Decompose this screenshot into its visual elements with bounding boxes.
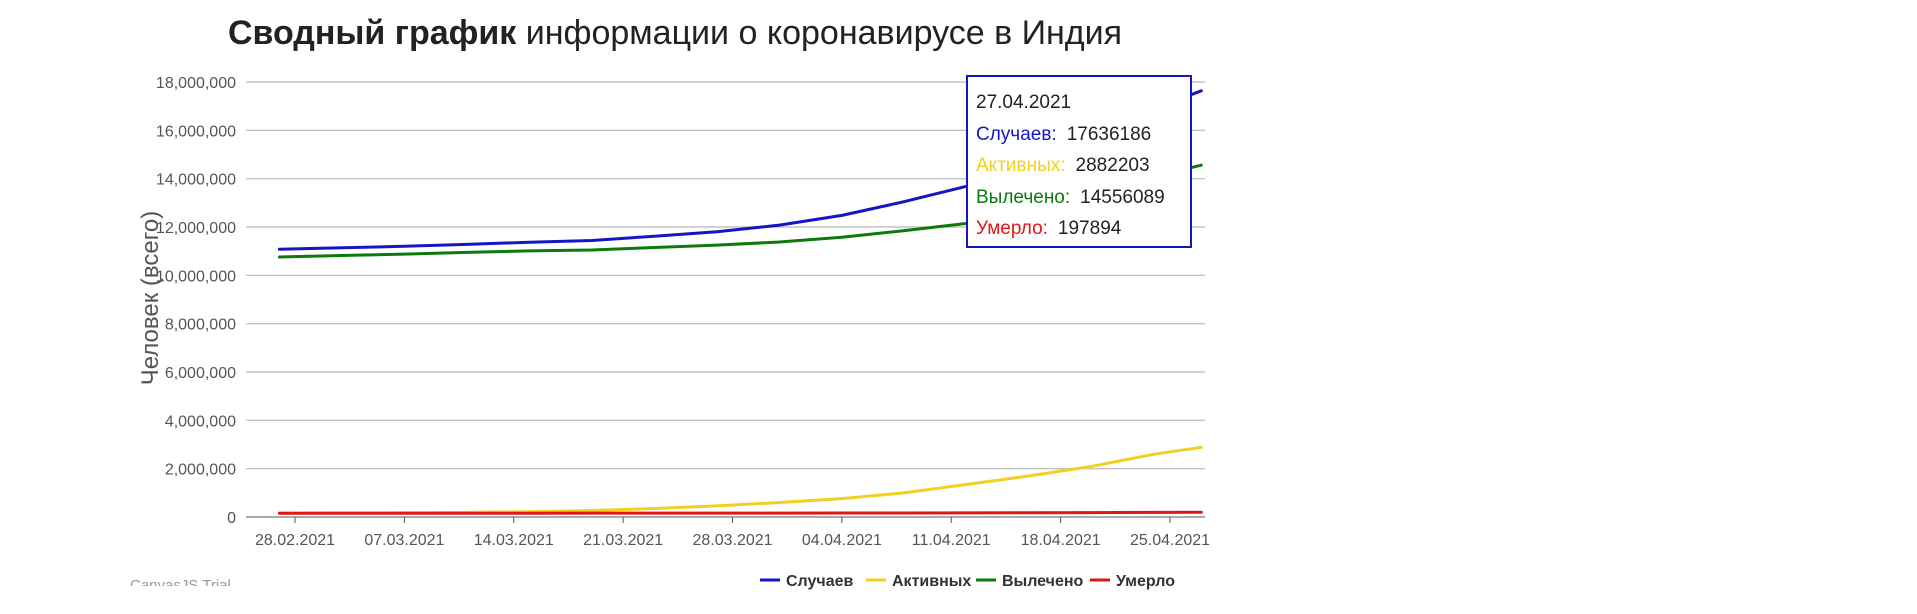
tooltip-value-recovered: 14556089 — [1080, 186, 1165, 208]
legend-label: Вылечено — [1002, 573, 1084, 590]
y-tick-label: 12,000,000 — [156, 220, 236, 237]
x-tick-label: 14.03.2021 — [474, 532, 554, 549]
legend-label: Случаев — [786, 573, 853, 590]
legend[interactable]: Случаев Активных Вылечено Умерло — [760, 573, 1175, 590]
tooltip-value-deaths: 197894 — [1057, 218, 1122, 239]
y-tick-label: 8,000,000 — [165, 317, 236, 334]
legend-item[interactable]: Вылечено — [976, 573, 1084, 590]
legend-item[interactable]: Случаев — [760, 573, 853, 590]
y-tick-label: 10,000,000 — [156, 268, 236, 285]
tooltip-row-recovered: Вылечено: 14556089 — [976, 182, 1182, 214]
tooltip: 27.04.2021 Случаев: 17636186 Активных: 288… — [966, 75, 1192, 248]
legend-item[interactable]: Активных — [866, 573, 971, 590]
y-tick-label: 6,000,000 — [165, 365, 236, 382]
y-tick-label: 2,000,000 — [165, 462, 236, 479]
y-axis-label: Человек (всего) — [137, 211, 164, 386]
tooltip-label-recovered: Вылечено: — [976, 186, 1071, 208]
x-tick-label: 28.03.2021 — [692, 532, 772, 549]
y-tick-label: 14,000,000 — [156, 172, 236, 189]
y-tick-label: 4,000,000 — [165, 413, 236, 430]
legend-item[interactable]: Умерло — [1090, 573, 1175, 590]
tooltip-date: 27.04.2021 — [976, 92, 1072, 113]
series-line[interactable] — [277, 510, 1203, 515]
legend-label: Умерло — [1116, 573, 1175, 590]
x-tick-label: 07.03.2021 — [364, 532, 444, 549]
chart-title-rest: информации о коронавирусе в Индия — [516, 14, 1122, 52]
y-tick-label: 16,000,000 — [156, 123, 236, 140]
x-tick-label: 21.03.2021 — [583, 532, 663, 549]
tooltip-value-active: 2882203 — [1075, 155, 1150, 176]
series-line[interactable] — [277, 445, 1203, 515]
x-tick-label: 25.04.2021 — [1130, 532, 1210, 549]
tooltip-row-cases: Случаев: 17636186 — [976, 119, 1182, 151]
x-tick-label: 28.02.2021 — [255, 532, 335, 549]
x-axis-ticks: 28.02.2021 07.03.2021 14.03.2021 21.03.2021… — [255, 517, 1210, 549]
tooltip-value-cases: 17636186 — [1066, 123, 1152, 145]
y-tick-label: 0 — [227, 510, 236, 527]
legend-label: Активных — [892, 573, 971, 590]
y-tick-label: 18,000,000 — [156, 75, 236, 92]
y-axis-ticks: 0 2,000,000 4,000,000 6,000,000 8,000,000 10,… — [156, 75, 236, 527]
x-tick-label: 11.04.2021 — [912, 532, 991, 549]
chart-title-bold: Сводный график — [228, 14, 517, 52]
tooltip-row-active: Активных: 2882203 — [976, 150, 1182, 182]
tooltip-label-active: Активных: — [976, 155, 1066, 176]
tooltip-label-deaths: Умерло: — [976, 218, 1048, 239]
watermark: CanvasJS Trial — [130, 577, 231, 586]
x-tick-label: 18.04.2021 — [1021, 532, 1101, 549]
gridlines — [246, 81, 1205, 470]
chart-title: Сводный график информации о коронавирусе… — [228, 14, 1122, 52]
x-tick-label: 04.04.2021 — [802, 532, 882, 549]
tooltip-label-cases: Случаев: — [976, 123, 1057, 145]
tooltip-row-deaths: Умерло: 197894 — [976, 213, 1182, 245]
